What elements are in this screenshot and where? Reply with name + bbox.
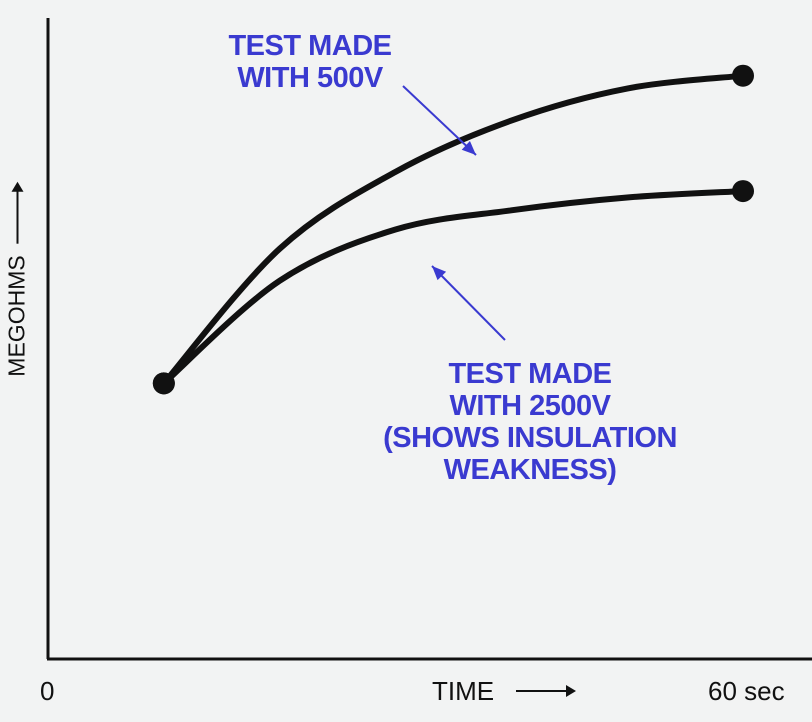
annotation-2500v: TEST MADE WITH 2500V (SHOWS INSULATION W…	[370, 358, 690, 486]
annotation-500v-arrow	[402, 85, 477, 156]
y-axis-label-text: MEGOHMS	[3, 255, 30, 377]
annotation-2500v-line-2: WITH 2500V	[449, 390, 612, 422]
y-axis-label: MEGOHMS	[3, 183, 31, 377]
annotation-arrows	[402, 85, 506, 341]
series-line-1	[160, 72, 746, 387]
series-2-start-point	[152, 372, 175, 395]
annotation-2500v-line-1: TEST MADE	[448, 358, 612, 390]
series-1-end-point	[732, 64, 754, 87]
x-tick-label-start: 0	[40, 676, 55, 706]
x-axis-label: TIME	[432, 676, 577, 706]
x-axis-arrow-icon	[516, 685, 577, 697]
series-line-2	[160, 188, 746, 387]
x-tick-label-end: 60 sec	[708, 676, 785, 706]
series-2-end-point	[732, 180, 754, 203]
annotation-2500v-line-3: (SHOWS INSULATION	[383, 422, 677, 454]
annotation-500v-line-1: TEST MADE	[228, 30, 392, 62]
annotation-2500v-line-4: WEAKNESS)	[443, 454, 617, 486]
x-axis-label-text: TIME	[432, 676, 495, 706]
annotation-500v: TEST MADE WITH 500V	[200, 30, 420, 94]
y-axis-label-container: MEGOHMS	[2, 165, 32, 395]
series-layer	[152, 64, 754, 395]
annotation-2500v-arrow	[431, 265, 506, 341]
annotation-500v-line-2: WITH 500V	[237, 62, 383, 94]
y-axis-arrow-icon	[16, 183, 18, 244]
